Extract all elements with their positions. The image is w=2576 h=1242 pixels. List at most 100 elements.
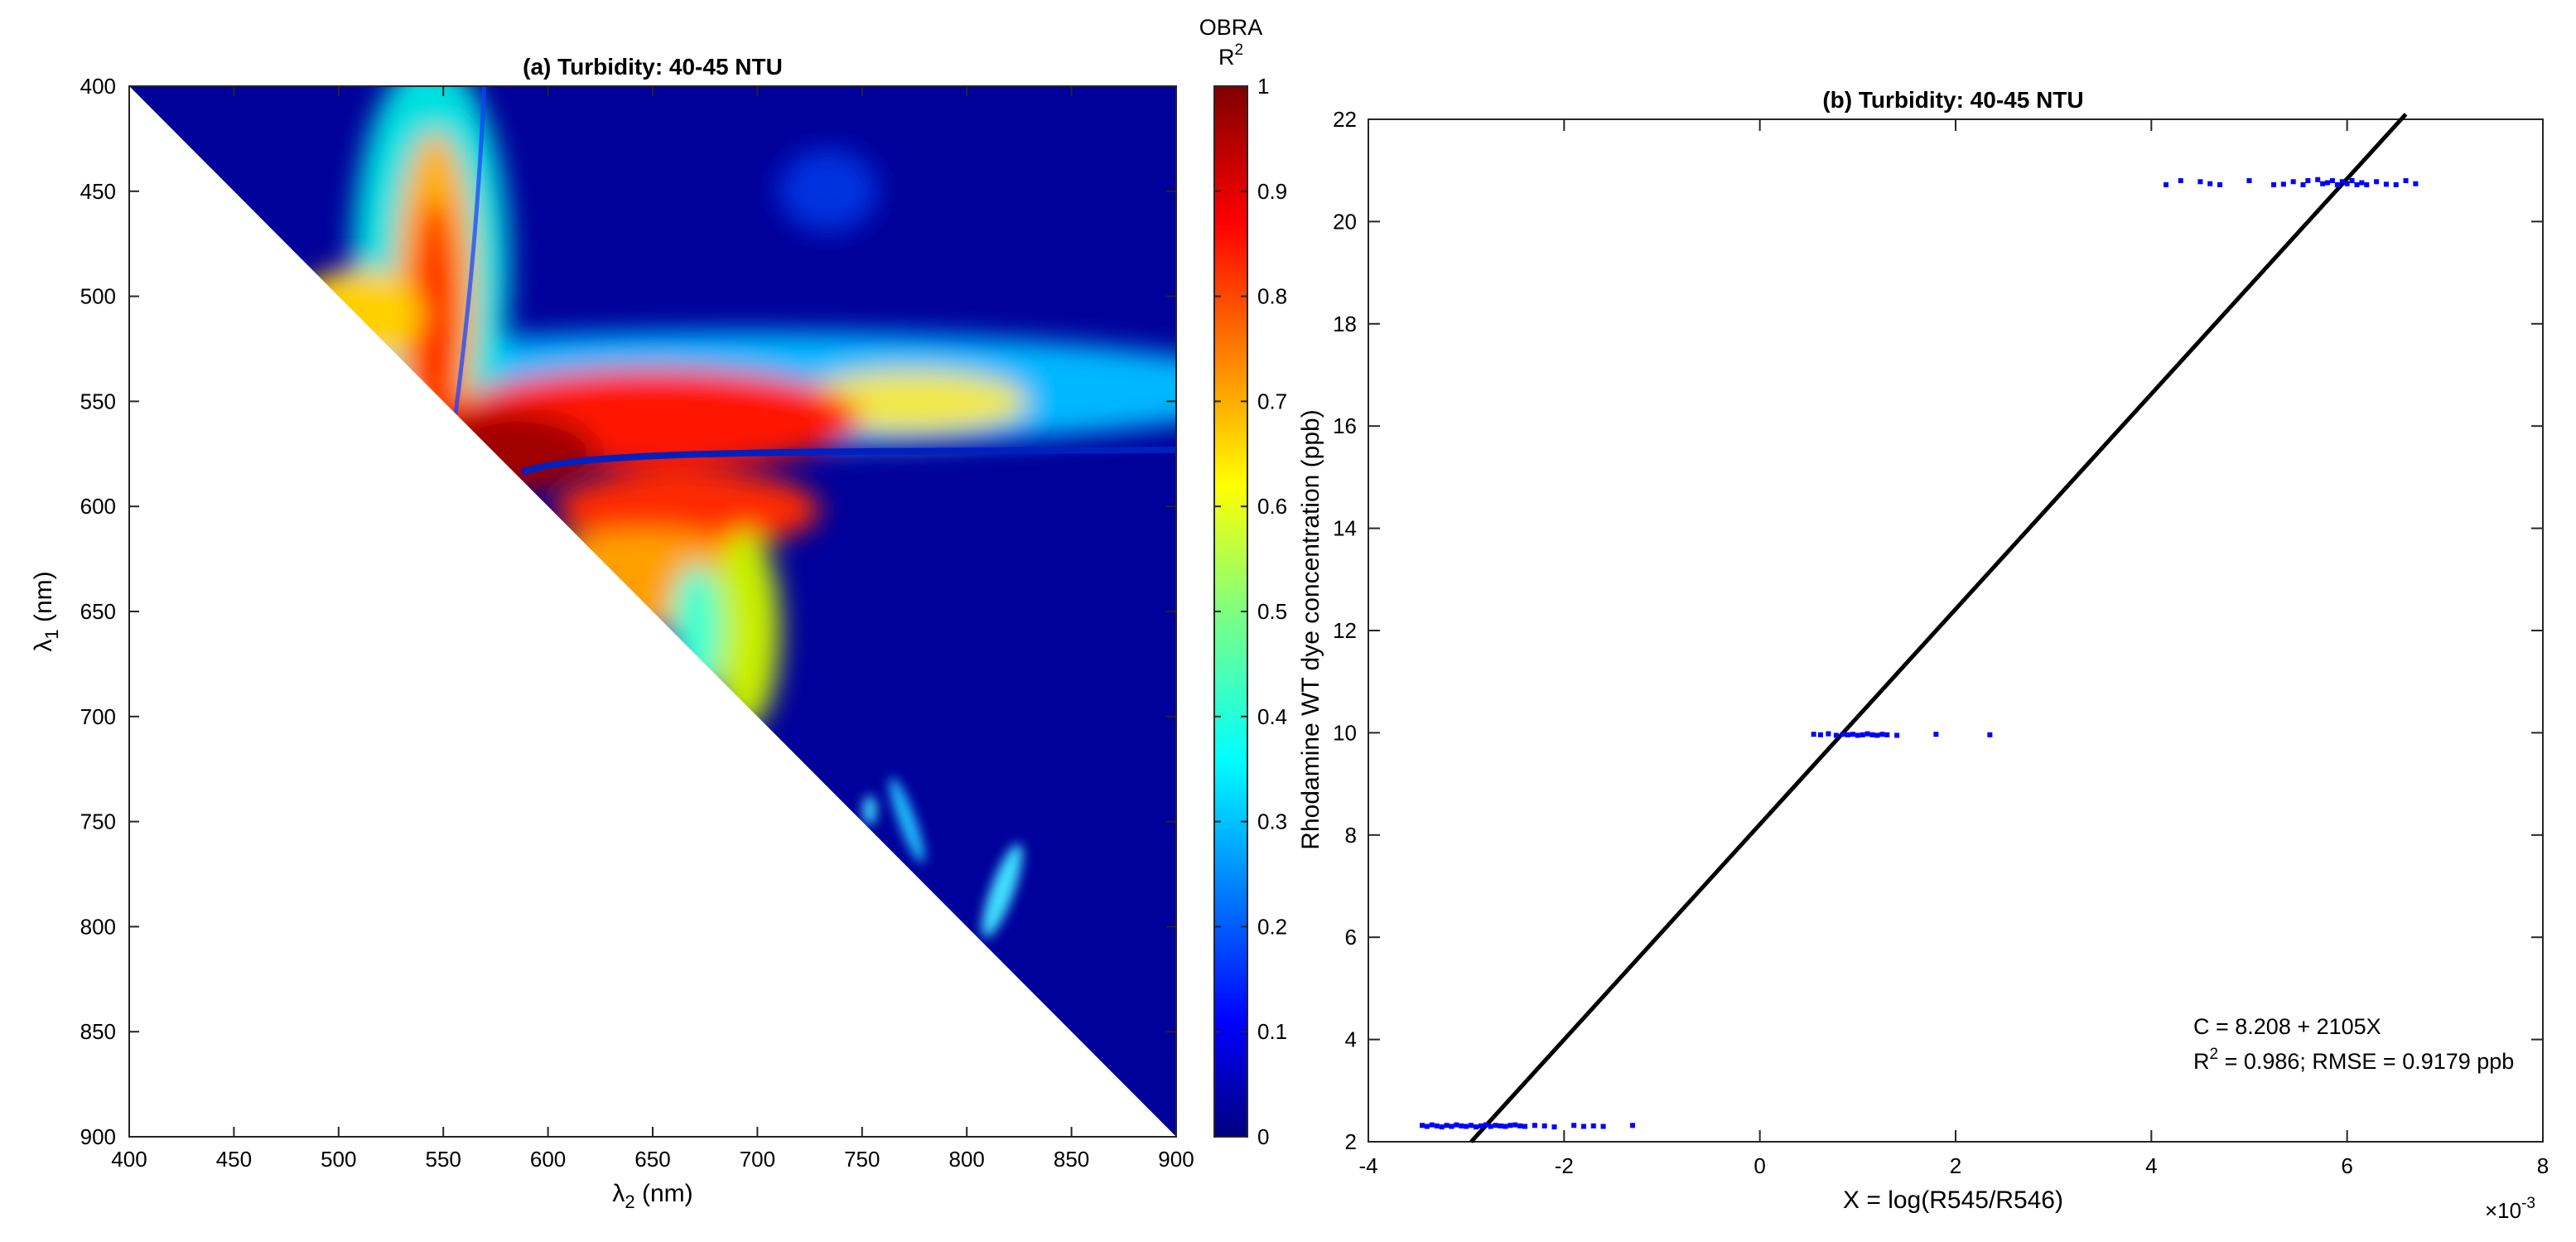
scatter-point	[1424, 1124, 1430, 1129]
scatter-point	[1483, 1122, 1488, 1128]
colorbar-tick-label: 0	[1257, 1124, 1269, 1149]
heatmap-y-label: λ1 (nm)	[30, 571, 62, 651]
scatter-point	[2164, 181, 2169, 187]
scatter-point	[1459, 1123, 1464, 1128]
scatter-x-tick-label: -2	[1555, 1153, 1574, 1178]
scatter-point	[1845, 732, 1851, 737]
scatter-x-ticks: -4 -2 0 2 4 6 8	[1358, 119, 2549, 1178]
scatter-y-label: Rhodamine WT dye concentration (ppb)	[1297, 409, 1324, 849]
fit-equation: C = 8.208 + 2105X	[2193, 1014, 2381, 1039]
scatter-x-tick-label: 4	[2145, 1153, 2157, 1178]
scatter-y-tick-label: 22	[1333, 107, 1357, 132]
scatter-x-tick-label: 0	[1754, 1153, 1765, 1178]
heatmap-x-tick-label: 550	[426, 1147, 461, 1172]
scatter-point	[2290, 179, 2296, 185]
scatter-point	[2207, 181, 2213, 186]
heatmap-seam-horizontal	[520, 447, 1176, 476]
scatter-point	[2300, 181, 2306, 187]
scatter-point	[1478, 1123, 1483, 1128]
scatter-point	[1571, 1123, 1577, 1128]
heatmap-x-tick-label: 750	[844, 1147, 880, 1172]
scatter-point	[1833, 732, 1839, 738]
scatter-point	[1860, 732, 1865, 737]
scatter-y-tick-label: 16	[1333, 413, 1357, 438]
scatter-y-ticks: 2 4 6 8 10 12 14 16 18 20 22	[1333, 107, 2543, 1154]
scatter-point	[1541, 1123, 1547, 1128]
colorbar-tick-label: 0.9	[1257, 179, 1287, 204]
scatter-point	[2320, 181, 2326, 186]
scatter-x-tick-label: -4	[1358, 1153, 1377, 1178]
scatter-point	[1869, 732, 1875, 737]
scatter-point	[1580, 1124, 1586, 1129]
scatter-y-tick-label: 18	[1333, 312, 1357, 336]
scatter-point	[2349, 178, 2355, 184]
heatmap-y-tick-label: 500	[80, 284, 116, 309]
scatter-point	[1434, 1123, 1440, 1128]
heatmap-streak-2	[889, 777, 925, 863]
heatmap-y-tick-label: 900	[80, 1124, 116, 1149]
scatter-point	[1630, 1123, 1636, 1128]
scatter-title: (b) Turbidity: 40-45 NTU	[1822, 87, 2083, 113]
scatter-x-label: X = log(R545/R546)	[1843, 1186, 2063, 1214]
scatter-point	[1517, 1123, 1523, 1128]
heatmap-x-tick-label: 900	[1158, 1147, 1194, 1172]
scatter-y-tick-label: 20	[1333, 209, 1357, 234]
scatter-y-tick-label: 4	[1345, 1027, 1357, 1052]
scatter-point	[2315, 176, 2321, 182]
heatmap-x-label: λ2 (nm)	[612, 1180, 692, 1212]
heatmap-y-tick-label: 450	[80, 179, 116, 204]
scatter-point	[2339, 179, 2345, 185]
scatter-point	[2246, 178, 2252, 184]
scatter-point	[2344, 181, 2350, 186]
scatter-point	[2359, 180, 2365, 186]
scatter-point	[1884, 732, 1890, 737]
scatter-x-tick-label: 2	[1950, 1153, 1961, 1178]
scatter-point	[1512, 1122, 1518, 1128]
colorbar-title: OBRA	[1199, 15, 1263, 40]
scatter-point	[1464, 1124, 1469, 1129]
heatmap-streak-3	[863, 795, 876, 825]
colorbar-tick-label: 0.5	[1257, 599, 1287, 624]
scatter-panel: (b) Turbidity: 40-45 NTU -4 -2 0 2 4 6 8 2 4 6 8 1…	[1297, 87, 2549, 1223]
scatter-points	[1419, 176, 2419, 1130]
heatmap-x-tick-label: 650	[634, 1147, 670, 1172]
scatter-point	[2178, 178, 2183, 184]
colorbar-tick-label: 0.1	[1257, 1019, 1287, 1044]
scatter-point	[2305, 178, 2311, 184]
scatter-point	[1933, 732, 1939, 737]
scatter-axes-frame	[1368, 118, 2544, 1143]
heatmap-x-tick-label: 700	[740, 1147, 775, 1172]
scatter-point	[1473, 1124, 1479, 1130]
scatter-point	[2374, 179, 2380, 185]
heatmap-x-tick-label: 600	[530, 1147, 566, 1172]
scatter-point	[1855, 732, 1860, 738]
scatter-point	[1826, 731, 1831, 737]
scatter-point	[1522, 1124, 1528, 1129]
heatmap-y-tick-label: 850	[80, 1019, 116, 1044]
heatmap-blue-patch	[779, 149, 878, 232]
colorbar-tick-label: 0.6	[1257, 494, 1287, 519]
scatter-point	[2354, 181, 2360, 187]
heatmap-y-ticks: 400 450 500 550 600 650 700 750 800 850 900	[80, 74, 1176, 1149]
fit-line	[1469, 113, 2408, 1143]
heatmap-y-tick-label: 600	[80, 494, 116, 519]
heatmap-x-tick-label: 400	[111, 1147, 147, 1172]
colorbar: OBRA R2 0 0.1 0.2 0.3 0.4 0.5 0.6 0.7 0.8 0.9 1	[1199, 15, 1287, 1149]
scatter-point	[1454, 1122, 1459, 1128]
scatter-point	[2325, 180, 2331, 186]
heatmap-title: (a) Turbidity: 40-45 NTU	[523, 54, 783, 80]
heatmap-x-tick-label: 450	[216, 1147, 252, 1172]
heatmap-panel: (a) Turbidity: 40-45 NTU	[30, 54, 1194, 1212]
scatter-point	[1449, 1124, 1454, 1129]
scatter-point	[1874, 732, 1880, 738]
heatmap-y-tick-label: 650	[80, 599, 116, 624]
scatter-point	[1493, 1123, 1498, 1128]
colorbar-subtitle: R2	[1218, 41, 1243, 70]
colorbar-tick-label: 0.7	[1257, 389, 1287, 413]
heatmap-y-tick-label: 800	[80, 914, 116, 939]
scatter-point	[1987, 732, 1993, 737]
scatter-point	[2271, 181, 2277, 187]
scatter-point	[1488, 1124, 1493, 1129]
scatter-point	[1532, 1123, 1537, 1128]
